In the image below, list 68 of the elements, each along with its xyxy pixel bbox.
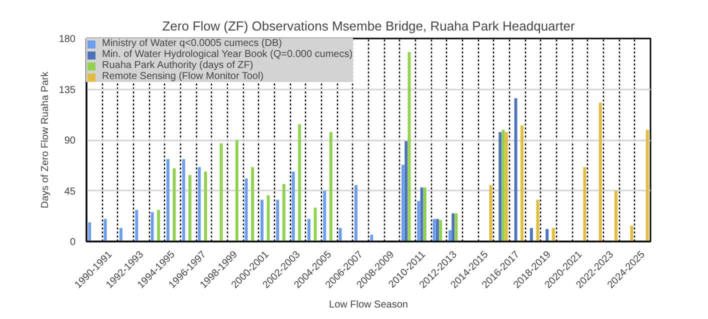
bar <box>251 167 254 242</box>
bar <box>244 178 248 242</box>
bar <box>150 212 154 242</box>
bar <box>323 190 326 242</box>
bar <box>514 98 518 242</box>
bar <box>646 130 649 242</box>
bar <box>423 187 426 242</box>
bar <box>307 218 310 242</box>
bar <box>292 172 295 242</box>
bar <box>420 187 424 242</box>
bar <box>536 200 540 242</box>
bar <box>432 218 436 242</box>
bar <box>448 230 452 242</box>
bar <box>157 210 160 242</box>
bar <box>135 210 138 242</box>
bar <box>614 190 618 242</box>
bar <box>452 213 455 242</box>
bar <box>583 167 586 242</box>
bar <box>204 172 208 242</box>
y-tick-label: 45 <box>64 186 76 198</box>
bar <box>282 184 286 242</box>
bar <box>354 185 358 242</box>
bar <box>408 52 411 242</box>
bar <box>504 132 508 242</box>
bar <box>314 208 317 242</box>
y-tick-label: 135 <box>58 84 76 96</box>
bar <box>546 229 549 242</box>
y-tick-label: 90 <box>64 136 76 146</box>
bar <box>370 234 374 242</box>
bar <box>104 218 107 242</box>
bar <box>530 228 533 242</box>
bar <box>598 102 602 242</box>
legend-label: Remote Sensing (Flow Monitor Tool) <box>102 71 264 82</box>
y-axis-title: Days of Zero Flow Ruaha Park <box>40 70 51 208</box>
bar <box>502 130 505 242</box>
bar <box>454 213 458 242</box>
bar <box>188 174 192 242</box>
bar <box>436 218 439 242</box>
chart-title: Zero Flow (ZF) Observations Msembe Bridge, Ruaha Park Headquarter <box>162 18 576 34</box>
bar <box>119 228 122 242</box>
x-axis-title: Low Flow Season <box>329 299 408 310</box>
bar <box>417 200 420 242</box>
bar <box>338 228 342 242</box>
bar <box>88 222 92 242</box>
bar <box>401 164 404 242</box>
bar <box>166 159 170 242</box>
bar <box>329 132 332 242</box>
bar <box>439 220 442 242</box>
bar <box>520 125 524 242</box>
bar <box>298 124 302 242</box>
bar <box>172 168 176 242</box>
bar <box>260 200 264 242</box>
bar <box>498 132 502 242</box>
legend-label: Ruaha Park Authority (days of ZF) <box>102 60 254 71</box>
y-tick-label: 0 <box>70 237 76 248</box>
bar <box>276 200 280 242</box>
bar <box>220 143 223 242</box>
bar <box>235 140 238 242</box>
y-tick-label: 180 <box>58 34 76 45</box>
legend-label: Min. of Water Hydrological Year Book (Q=0.000 cumecs) <box>102 49 353 60</box>
bar <box>552 228 555 242</box>
bar <box>489 185 492 242</box>
legend-label: Ministry of Water q<0.0005 cumecs (DB) <box>102 38 282 49</box>
bar <box>266 195 270 242</box>
bar <box>182 159 186 242</box>
bar <box>198 167 201 242</box>
bar <box>404 141 408 242</box>
bar <box>630 226 634 242</box>
